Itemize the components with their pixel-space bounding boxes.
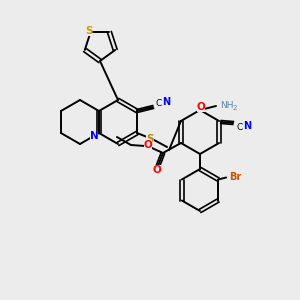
Text: O: O [144,140,152,150]
Text: Br: Br [229,172,241,182]
Text: N: N [243,121,251,131]
Text: S: S [146,134,154,144]
Text: N: N [90,131,98,141]
Text: S: S [85,26,92,36]
Text: O: O [196,102,206,112]
Text: N: N [162,97,170,107]
Text: NH: NH [220,100,234,109]
Text: C: C [237,122,243,131]
Text: 2: 2 [233,105,237,111]
Text: O: O [153,165,161,175]
Text: C: C [156,98,162,107]
